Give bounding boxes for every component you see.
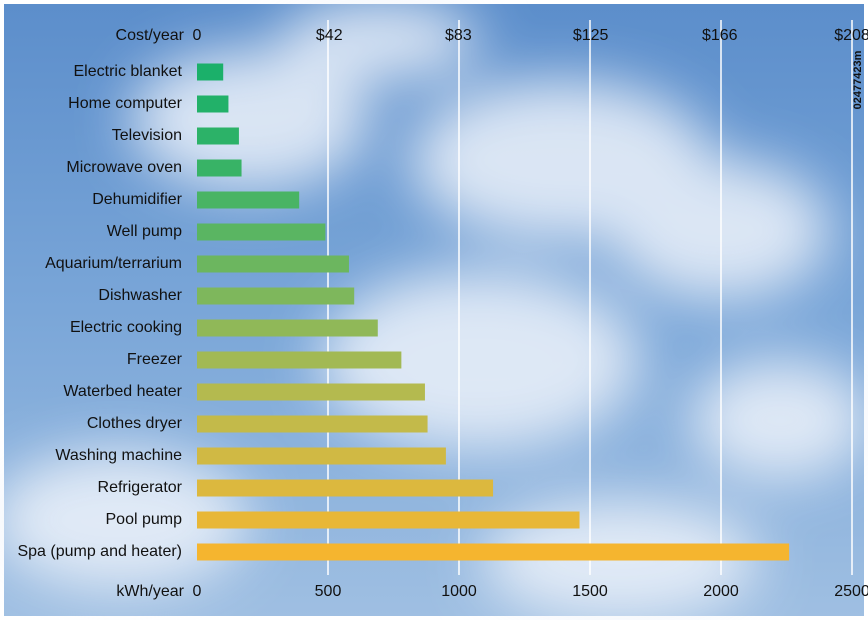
y-tick-label: Pool pump [106, 511, 183, 528]
x-tick-label: 2000 [703, 583, 739, 600]
bar [197, 160, 242, 177]
x2-tick-label: $83 [445, 27, 472, 44]
y-tick-label: Home computer [68, 95, 182, 112]
x-tick-label: 1000 [441, 583, 477, 600]
x2-axis-label: Cost/year [116, 27, 185, 44]
y-tick-label: Freezer [127, 351, 183, 368]
y-tick-label: Waterbed heater [63, 383, 182, 400]
bar [197, 224, 325, 241]
bar [197, 352, 401, 369]
y-tick-label: Clothes dryer [87, 415, 183, 432]
y-tick-label: Electric cooking [70, 319, 182, 336]
x2-tick-label: $42 [316, 27, 343, 44]
x2-tick-label: 0 [193, 27, 202, 44]
bar [197, 512, 580, 529]
x-tick-label: 0 [193, 583, 202, 600]
bar [197, 96, 228, 113]
bar [197, 544, 789, 561]
x-tick-label: 1500 [572, 583, 608, 600]
y-tick-label: Refrigerator [98, 479, 183, 496]
x2-tick-label: $125 [573, 27, 609, 44]
x-tick-label: 2500 [834, 583, 868, 600]
y-tick-label: Washing machine [55, 447, 182, 464]
y-tick-label: Well pump [107, 223, 182, 240]
y-tick-label: Dishwasher [98, 287, 182, 304]
side-note: 02477423m [852, 50, 864, 109]
bar [197, 320, 378, 337]
chart: Cost/year kWh/year 02477423m 0 500 1000 150… [0, 0, 868, 620]
bar [197, 288, 354, 305]
x2-tick-label: $208 [834, 27, 868, 44]
bar [197, 416, 428, 433]
bar [197, 256, 349, 273]
bar [197, 480, 493, 497]
bar [197, 64, 223, 81]
y-tick-label: Dehumidifier [92, 191, 182, 208]
bar [197, 448, 446, 465]
x2-tick-label: $166 [702, 27, 738, 44]
bar [197, 384, 425, 401]
x-tick-label: 500 [315, 583, 342, 600]
y-tick-label: Television [112, 127, 182, 144]
bar [197, 192, 299, 209]
x-axis-label: kWh/year [116, 583, 184, 600]
y-tick-label: Spa (pump and heater) [17, 543, 182, 560]
y-tick-label: Electric blanket [74, 63, 183, 80]
y-tick-label: Microwave oven [66, 159, 182, 176]
bar [197, 128, 239, 145]
y-tick-label: Aquarium/terrarium [45, 255, 182, 272]
page: {"chart_data": { "type": "bar", "orienta… [0, 0, 868, 620]
